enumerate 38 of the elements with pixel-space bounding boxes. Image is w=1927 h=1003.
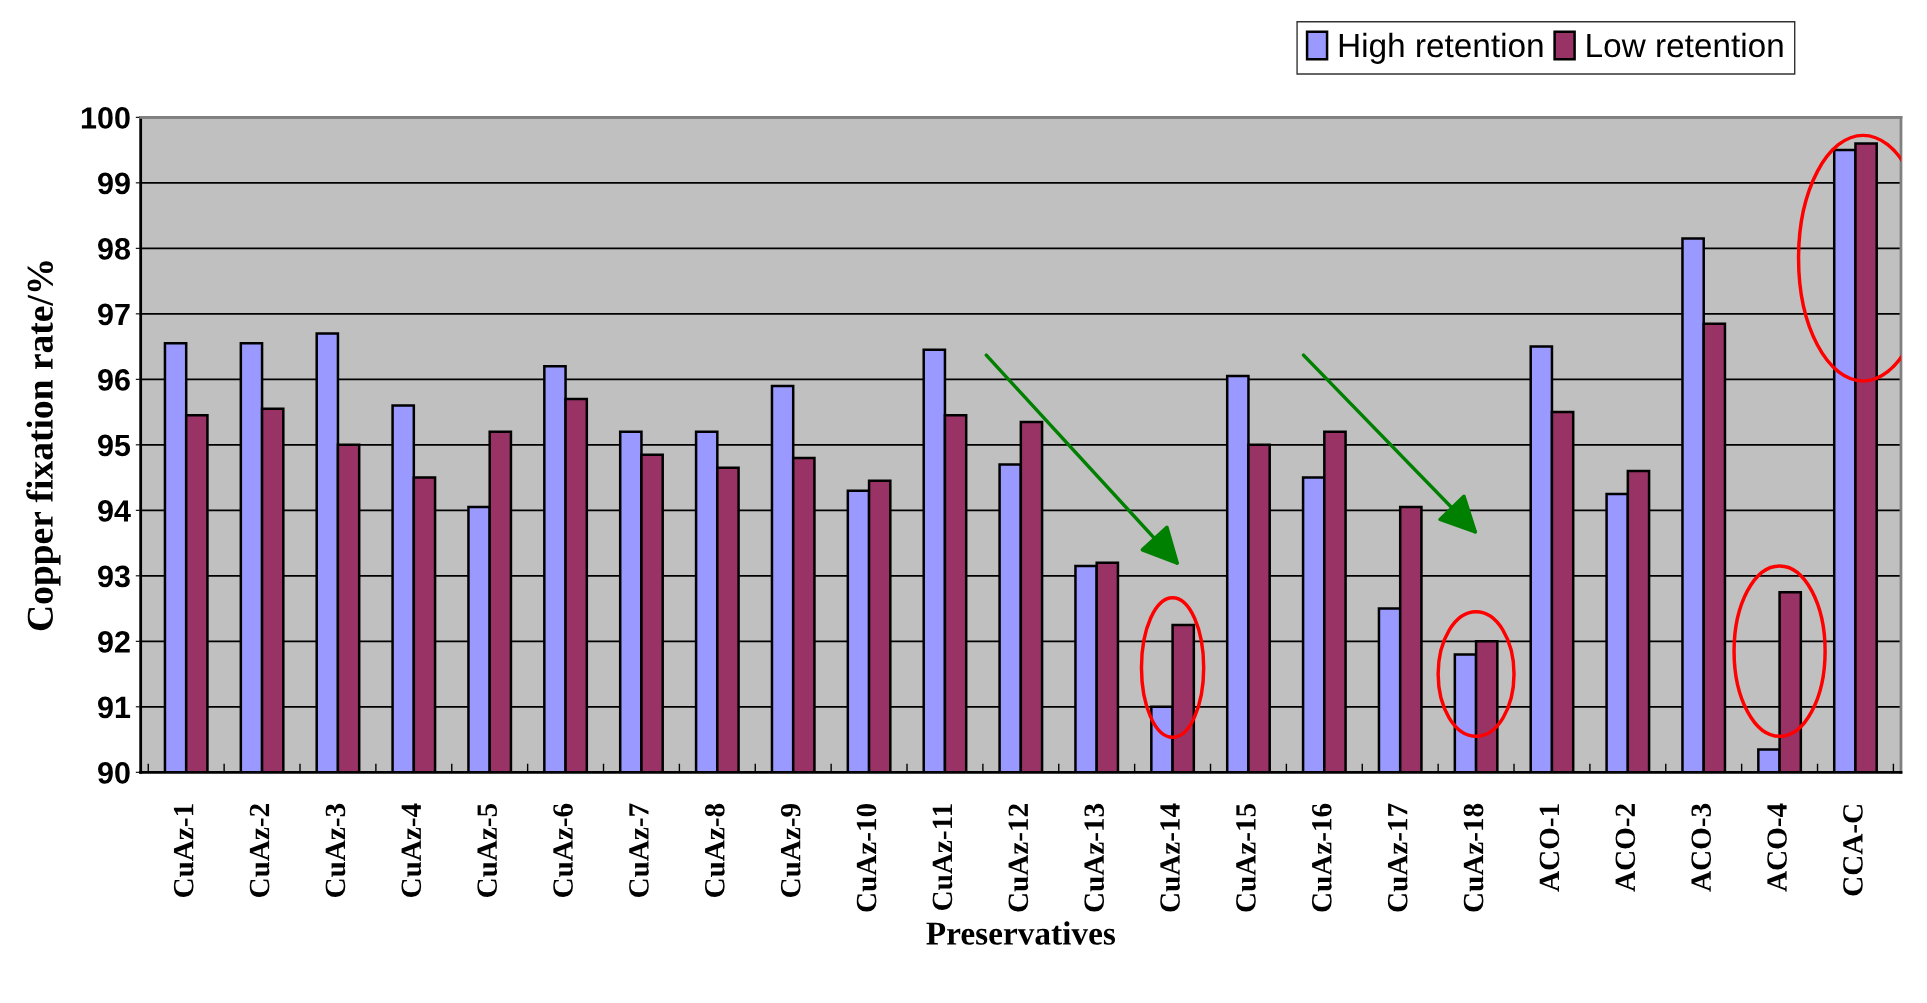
legend-label: High retention bbox=[1339, 32, 1543, 64]
x-tick-label: CuAz-5 bbox=[477, 803, 498, 898]
y-tick-label: 96 bbox=[98, 369, 130, 391]
x-tick-label: CuAz-17 bbox=[1387, 803, 1408, 912]
x-tick-label: CuAz-15 bbox=[1236, 803, 1256, 912]
x-tick-label: CuAz-10 bbox=[856, 803, 877, 912]
y-tick-label: 94 bbox=[98, 500, 131, 522]
y-tick-label: 100 bbox=[81, 107, 130, 129]
y-tick-label: 90 bbox=[98, 762, 130, 784]
x-tick-label: CuAz-2 bbox=[249, 804, 270, 898]
x-tick-label: CuAz-3 bbox=[325, 803, 346, 898]
x-tick-label: CuAz-13 bbox=[1084, 803, 1105, 912]
x-tick-label: CuAz-6 bbox=[553, 803, 573, 898]
y-tick-label: 95 bbox=[98, 434, 131, 457]
x-tick-label: CuAz-7 bbox=[629, 803, 649, 898]
y-tick-label: 98 bbox=[98, 238, 131, 260]
x-tick-label: ACO-1 bbox=[1539, 804, 1560, 892]
y-tick-label: 97 bbox=[98, 303, 130, 326]
x-tick-label: CuAz-9 bbox=[780, 803, 801, 898]
x-tick-label: CuAz-4 bbox=[401, 803, 422, 898]
x-tick-label: CuAz-12 bbox=[1008, 804, 1029, 912]
y-tick-label: 99 bbox=[98, 172, 130, 195]
x-tick-label: CCA-C bbox=[1843, 805, 1863, 896]
x-tick-label: CuAz-18 bbox=[1463, 803, 1484, 912]
x-tick-label: ACO-2 bbox=[1615, 804, 1636, 892]
x-tick-label: CuAz-11 bbox=[932, 804, 953, 911]
y-tick-label: 91 bbox=[98, 696, 131, 719]
x-axis-title: Preservatives bbox=[926, 921, 1116, 945]
x-tick-label: CuAz-8 bbox=[704, 803, 725, 898]
x-tick-label: CuAz-1 bbox=[173, 804, 194, 898]
x-tick-label: CuAz-16 bbox=[1312, 803, 1332, 912]
y-axis-title: Copper fixation rate/% bbox=[26, 261, 61, 631]
y-tick-label: 92 bbox=[98, 631, 130, 653]
x-tick-label: CuAz-14 bbox=[1160, 803, 1180, 912]
x-tick-label: ACO-4 bbox=[1767, 803, 1787, 892]
y-tick-label: 93 bbox=[98, 565, 130, 588]
legend-label: Low retention bbox=[1587, 32, 1783, 58]
x-tick-label: ACO-3 bbox=[1691, 803, 1712, 892]
